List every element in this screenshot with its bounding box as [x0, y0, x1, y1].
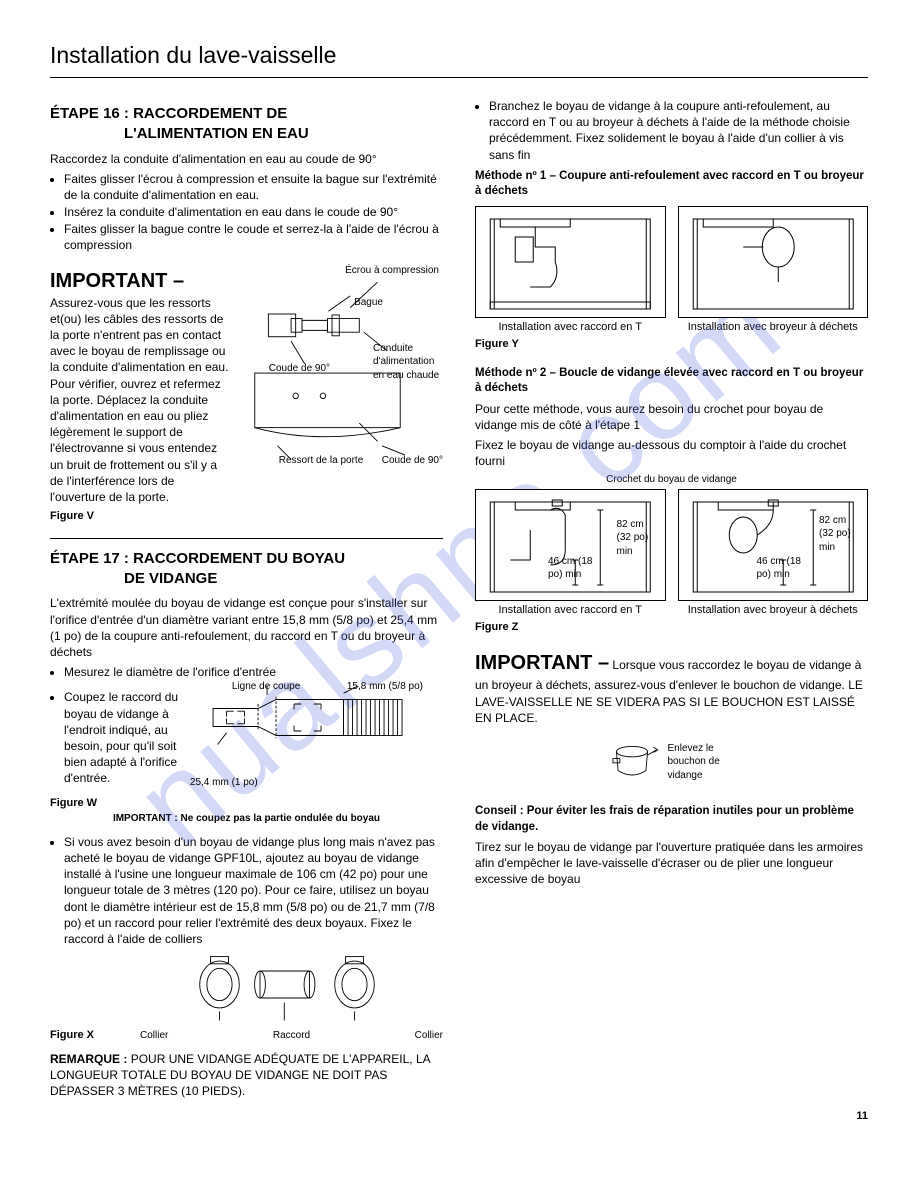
figz-l-82: 82 cm (32 po) min [617, 518, 659, 559]
figure-y-row: Installation avec raccord en T Installat… [475, 206, 868, 335]
figz-r-46: 46 cm (18 po) min [757, 555, 807, 582]
step17-bullets-1: Mesurez le diamètre de l'orifice d'entré… [50, 664, 443, 680]
figz-crochet: Crochet du boyau de vidange [475, 473, 868, 487]
step16-title-line1: ÉTAPE 16 : RACCORDEMENT DE [50, 105, 287, 122]
step17-b2: Coupez le raccord du boyau de vidange à … [64, 689, 182, 786]
figx-collier-r: Collier [415, 1029, 443, 1043]
figure-x-label: Figure X [50, 1028, 130, 1043]
step16-intro: Raccordez la conduite d'alimentation en … [50, 151, 443, 167]
figure-w-diagram: Ligne de coupe 15,8 mm (5/8 po) 25,4 mm … [190, 686, 443, 793]
remarque-label: REMARQUE : [50, 1052, 127, 1066]
left-column: ÉTAPE 16 : RACCORDEMENT DE L'ALIMENTATIO… [50, 96, 443, 1103]
important-text: Assurez-vous que les ressorts et(ou) les… [50, 296, 228, 504]
disposal-plug-diagram: Enlevez le bouchon de vidange [475, 736, 868, 788]
step17-title-line2: DE VIDANGE [50, 569, 443, 589]
step16-b1: Faites glisser l'écrou à compression et … [64, 171, 443, 203]
step16-title-line2: L'ALIMENTATION EN EAU [50, 124, 443, 144]
step17-bullets-2: Coupez le raccord du boyau de vidange à … [50, 688, 182, 787]
figy-cap-left: Installation avec raccord en T [475, 320, 666, 335]
figv-bague: Bague [354, 296, 383, 310]
important2-block: IMPORTANT – Lorsque vous raccordez le bo… [475, 650, 868, 726]
conseil-title: Conseil : Pour éviter les frais de répar… [475, 804, 868, 835]
step16-b3: Faites glisser la bague contre le coude … [64, 221, 443, 253]
figv-conduite: Conduite d'alimentation en eau chaude [373, 342, 443, 383]
right-intro-b1: Branchez le boyau de vidange à la coupur… [489, 98, 868, 163]
figx-collier-l: Collier [140, 1029, 168, 1043]
important-block: IMPORTANT – Assurez-vous que les ressort… [50, 268, 231, 505]
figv-coude-top: Coude de 90° [269, 362, 330, 376]
right-column: Branchez le boyau de vidange à la coupur… [475, 96, 868, 1103]
figw-ligne: Ligne de coupe [232, 680, 300, 694]
step16-title: ÉTAPE 16 : RACCORDEMENT DE L'ALIMENTATIO… [50, 104, 443, 145]
method2-p1: Pour cette méthode, vous aurez besoin du… [475, 401, 868, 433]
step17-intro: L'extrémité moulée du boyau de vidange e… [50, 595, 443, 660]
figy-left [475, 206, 666, 318]
divider-1 [50, 538, 443, 539]
figure-v-label: Figure V [50, 509, 231, 524]
figure-z-label: Figure Z [475, 620, 868, 635]
figz-right: 82 cm (32 po) min 46 cm (18 po) min [678, 489, 869, 601]
figv-ressort: Ressort de la porte [279, 454, 364, 468]
important2-label: IMPORTANT – [475, 652, 609, 674]
conseil-text: Tirez sur le boyau de vidange par l'ouve… [475, 839, 868, 888]
figure-v-diagram: Écrou à compression Bague Coude de 90° C… [239, 264, 443, 468]
figz-r-82: 82 cm (32 po) min [819, 514, 861, 555]
figw-1po: 25,4 mm (1 po) [190, 776, 258, 790]
step17-title-line1: ÉTAPE 17 : RACCORDEMENT DU BOYAU [50, 550, 345, 567]
step16-bullets: Faites glisser l'écrou à compression et … [50, 171, 443, 254]
page-title: Installation du lave-vaisselle [50, 40, 868, 78]
figy-right [678, 206, 869, 318]
figure-x-diagram: Collier Raccord Collier [140, 953, 443, 1043]
step16-b2: Insérez la conduite d'alimentation en ea… [64, 204, 443, 220]
page-number: 11 [856, 1109, 868, 1124]
plug-label: Enlevez le bouchon de vidange [668, 742, 738, 783]
important-label: IMPORTANT – [50, 270, 184, 292]
figz-l-46: 46 cm (18 po) min [548, 555, 598, 582]
step17-b1: Mesurez le diamètre de l'orifice d'entré… [64, 664, 443, 680]
figz-left: 82 cm (32 po) min 46 cm (18 po) min [475, 489, 666, 601]
figz-cap-left: Installation avec raccord en T [475, 603, 666, 618]
figv-ecrou: Écrou à compression [345, 264, 439, 278]
figz-cap-right: Installation avec broyeur à déchets [678, 603, 869, 618]
figy-cap-right: Installation avec broyeur à déchets [678, 320, 869, 335]
figx-raccord: Raccord [273, 1029, 310, 1043]
figw-warn: IMPORTANT : Ne coupez pas la partie ondu… [50, 812, 443, 826]
right-intro-bullets: Branchez le boyau de vidange à la coupur… [475, 98, 868, 163]
figure-z-row: 82 cm (32 po) min 46 cm (18 po) min Inst… [475, 489, 868, 618]
method2-p2: Fixez le boyau de vidange au-dessous du … [475, 437, 868, 469]
step17-b3: Si vous avez besoin d'un boyau de vidang… [64, 834, 443, 947]
step17-title: ÉTAPE 17 : RACCORDEMENT DU BOYAU DE VIDA… [50, 549, 443, 590]
figure-y-label: Figure Y [475, 337, 868, 352]
method1-title: Méthode nº 1 – Coupure anti-refoulement … [475, 169, 868, 200]
figure-w-label: Figure W [50, 796, 443, 811]
method2-title: Méthode nº 2 – Boucle de vidange élevée … [475, 366, 868, 397]
step17-bullets-3: Si vous avez besoin d'un boyau de vidang… [50, 834, 443, 947]
figv-coude-bot: Coude de 90° [382, 454, 443, 468]
figw-58: 15,8 mm (5/8 po) [347, 680, 423, 694]
remarque-block: REMARQUE : POUR UNE VIDANGE ADÉQUATE DE … [50, 1051, 443, 1100]
content-columns: ÉTAPE 16 : RACCORDEMENT DE L'ALIMENTATIO… [50, 96, 868, 1103]
